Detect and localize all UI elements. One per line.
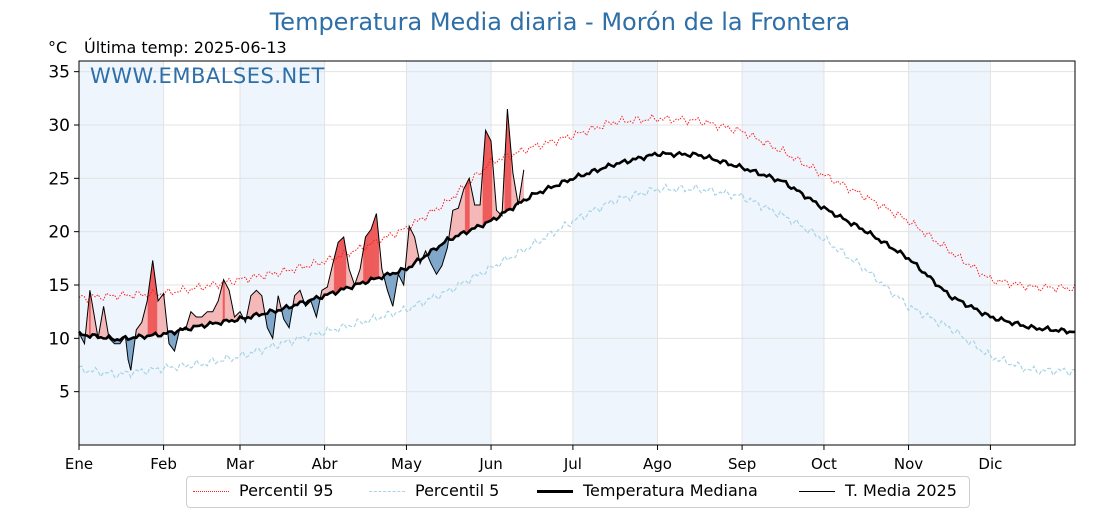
y-tick-label: 20 (48, 223, 70, 243)
y-tick-label: 15 (48, 276, 70, 296)
legend-swatch-p95 (193, 491, 229, 492)
x-tick-label: Jul (563, 455, 582, 473)
month-shade (79, 61, 164, 445)
month-shade (573, 61, 658, 445)
y-tick-label: 5 (59, 383, 70, 403)
x-tick-label: Ago (643, 455, 672, 473)
month-shade (406, 61, 491, 445)
y-tick-label: 30 (48, 116, 70, 136)
legend-item-p95: Percentil 95 (193, 481, 334, 500)
legend-label-p5: Percentil 5 (415, 481, 499, 500)
legend-swatch-median (537, 490, 573, 493)
legend-swatch-p5 (369, 491, 405, 492)
x-tick-label: Nov (894, 455, 923, 473)
month-shade (240, 61, 325, 445)
legend-label-current: T. Media 2025 (845, 481, 957, 500)
legend-swatch-current (799, 491, 835, 492)
x-tick-label: Sep (728, 455, 756, 473)
legend-label-p95: Percentil 95 (239, 481, 334, 500)
x-tick-label: Dic (978, 455, 1002, 473)
x-tick-label: Feb (150, 455, 177, 473)
legend-label-median: Temperatura Mediana (583, 481, 758, 500)
x-tick-label: Jun (478, 455, 502, 473)
x-tick-label: Mar (226, 455, 255, 473)
watermark: WWW.EMBALSES.NET (90, 64, 325, 88)
y-tick-label: 35 (48, 63, 70, 83)
y-tick-label: 25 (48, 169, 70, 189)
legend-item-current: T. Media 2025 (799, 481, 957, 500)
x-tick-label: Ene (65, 455, 93, 473)
legend: Percentil 95 Percentil 5 Temperatura Med… (186, 476, 970, 508)
legend-item-p5: Percentil 5 (369, 481, 499, 500)
y-tick-label: 10 (48, 329, 70, 349)
legend-item-median: Temperatura Mediana (537, 481, 758, 500)
x-tick-label: Oct (811, 455, 837, 473)
month-shade (742, 61, 824, 445)
x-tick-label: Abr (312, 455, 339, 473)
x-tick-label: May (391, 455, 422, 473)
